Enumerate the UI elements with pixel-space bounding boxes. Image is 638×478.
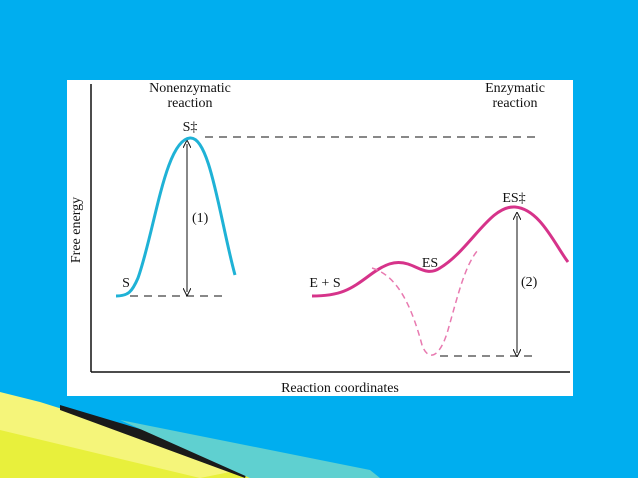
x-axis-label: Reaction coordinates — [281, 381, 399, 396]
s-label: S — [122, 276, 130, 291]
s-transition-label: S‡ — [183, 120, 198, 135]
left-heading-line: Nonenzymatic — [149, 81, 231, 96]
stripe-dark — [60, 405, 250, 478]
es-start-label: E + S — [309, 276, 340, 291]
right-heading-line: Enzymatic — [485, 81, 545, 96]
enzymatic-alt-curve — [371, 249, 479, 356]
es-transition-label: ES‡ — [502, 191, 525, 206]
nonenzymatic-curve — [115, 136, 237, 298]
barrier-2-label: (2) — [521, 275, 538, 290]
enzymatic-curve — [311, 205, 570, 298]
barrier-1-label: (1) — [192, 211, 209, 226]
y-axis-label: Free energy — [69, 197, 84, 263]
stripe-teal — [120, 420, 380, 478]
diagram-panel — [67, 80, 573, 396]
es-complex-label: ES — [422, 256, 438, 271]
left-heading-line: reaction — [167, 96, 212, 111]
right-heading-line: reaction — [492, 96, 537, 111]
